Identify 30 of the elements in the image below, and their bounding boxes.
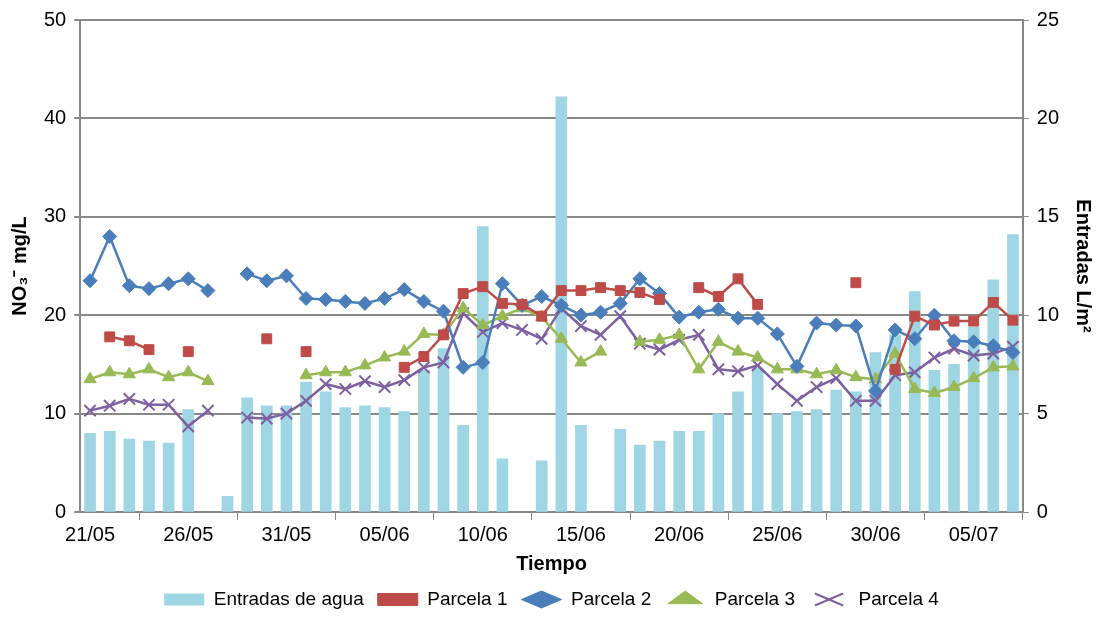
y-tick-label: 30 [44, 204, 67, 227]
x-tick-label: 31/05 [261, 522, 312, 545]
legend-label: Parcela 1 [427, 587, 508, 609]
x-tick-label: 26/05 [163, 522, 214, 545]
y2-tick-label: 5 [1036, 401, 1048, 424]
y2-tick-label: 20 [1036, 105, 1059, 128]
y-tick-label: 10 [44, 401, 67, 424]
y2-tick-label: 0 [1036, 499, 1048, 522]
y2-tick-label: 15 [1036, 204, 1059, 227]
y-tick-label: 0 [55, 499, 67, 522]
y2-tick-label: 10 [1036, 302, 1059, 325]
x-tick-label: 10/06 [457, 522, 508, 545]
y-tick-label: 20 [44, 302, 67, 325]
x-axis-title: Tiempo [516, 551, 587, 574]
y-tick-label: 40 [44, 105, 67, 128]
y-axis-title: NO₃⁻ mg/L [7, 216, 30, 316]
x-tick-label: 05/07 [948, 522, 999, 545]
x-tick-label: 30/06 [850, 522, 901, 545]
legend-label: Parcela 4 [858, 587, 940, 609]
y2-tick-label: 25 [1036, 7, 1059, 30]
x-tick-label: 21/05 [65, 522, 116, 545]
x-tick-label: 05/06 [359, 522, 410, 545]
x-tick-label: 25/06 [752, 522, 803, 545]
x-tick-label: 20/06 [654, 522, 705, 545]
legend-label: Parcela 2 [570, 587, 652, 609]
legend-label: Entradas de agua [213, 587, 365, 609]
x-tick-label: 15/06 [555, 522, 606, 545]
legend-label: Parcela 3 [714, 587, 796, 609]
y2-axis-title: Entradas L/m² [1073, 199, 1096, 334]
y-tick-label: 50 [44, 7, 67, 30]
